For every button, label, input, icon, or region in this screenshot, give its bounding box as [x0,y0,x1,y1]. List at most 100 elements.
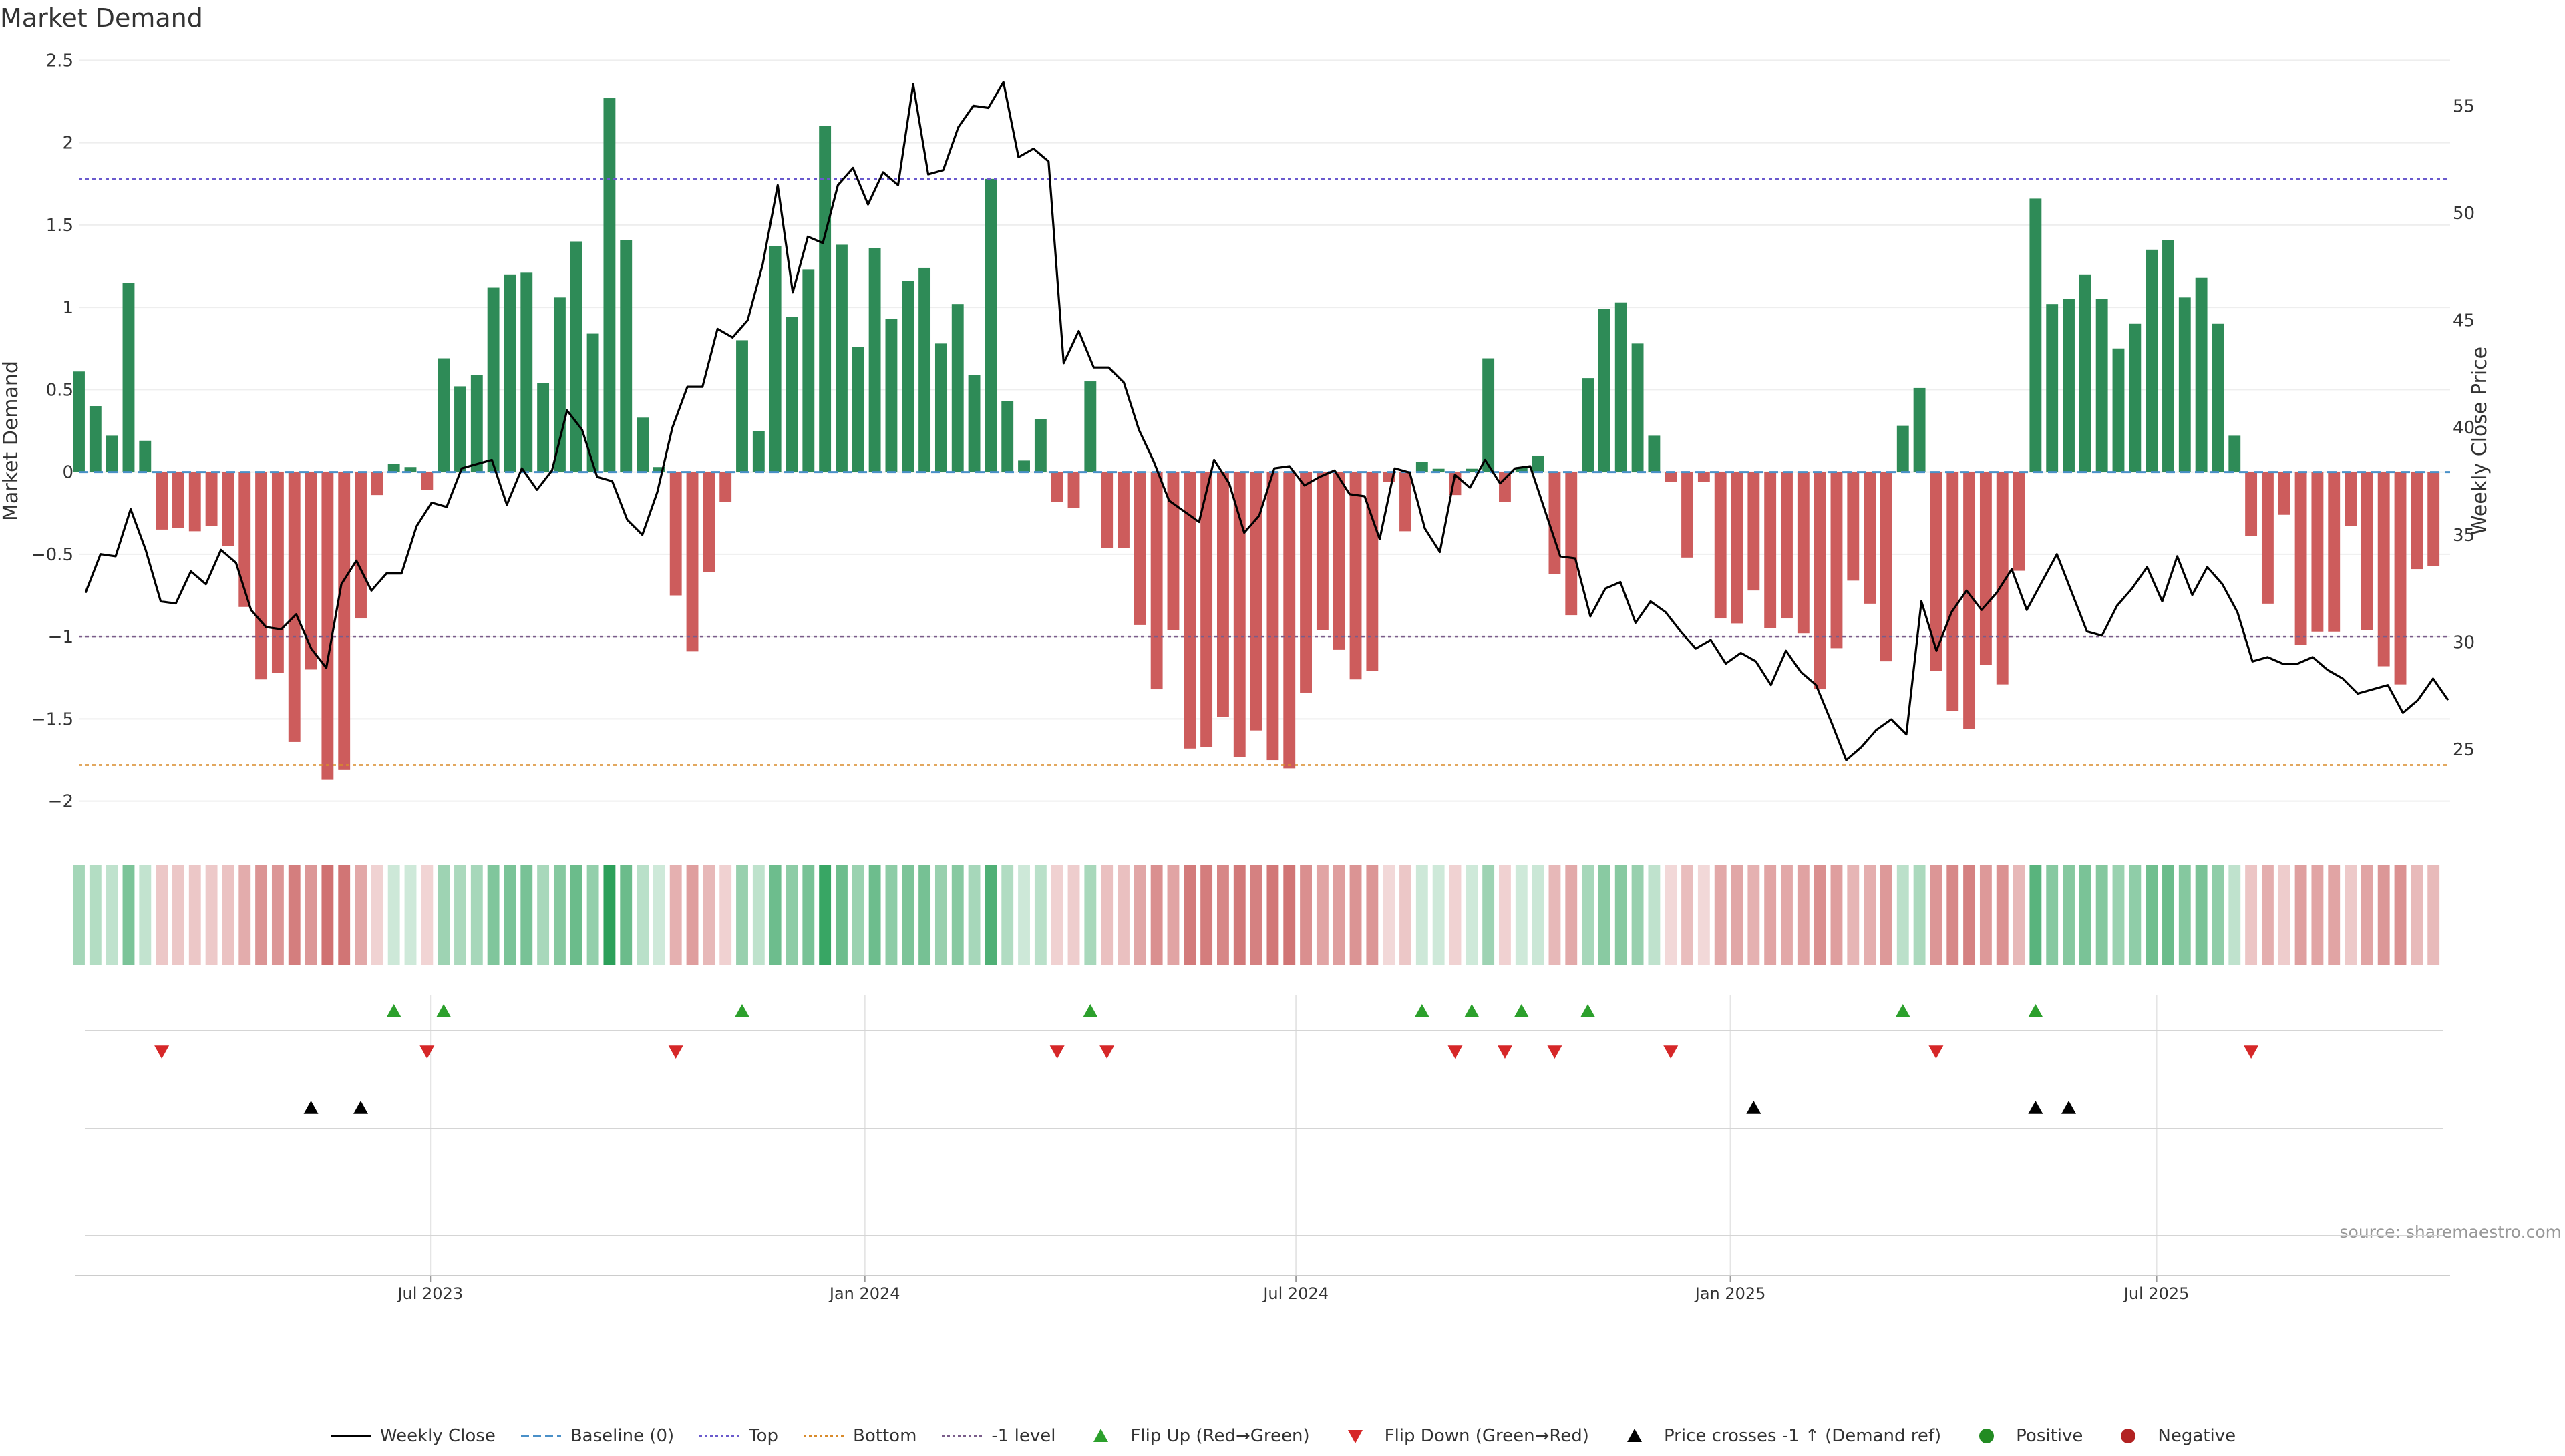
heat-cell-negative [305,865,317,965]
cross-legend-symbol [1627,1429,1642,1442]
heat-cell-positive [73,865,85,965]
bar-positive [1515,467,1528,472]
left-tick-label: 0.5 [46,380,73,400]
right-tick-label: 40 [2453,418,2475,438]
heat-cell-positive [2162,865,2174,965]
price-legend-symbol [330,1435,371,1437]
bar-positive [2079,274,2091,472]
heat-cell-negative [238,865,251,965]
heat-cell-negative [2328,865,2341,965]
bar-positive [73,371,85,472]
bar-positive [1896,425,1909,472]
bar-positive [487,287,500,472]
bar-negative [1681,472,1693,558]
heat-cell-negative [1366,865,1379,965]
heat-cell-negative [1979,865,1992,965]
heat-cell-negative [2278,865,2290,965]
bar-positive [836,244,848,472]
heat-cell-negative [1449,865,1462,965]
flip-down-marker [668,1045,683,1059]
heat-cell-positive [1913,865,1926,965]
heat-cell-negative [205,865,218,965]
bar-negative [1697,472,1710,482]
flip-up-marker [1083,1004,1098,1017]
heat-cell-negative [1399,865,1411,965]
heat-cell-negative [2427,865,2440,965]
left-tick-label: −1.5 [31,709,73,729]
bar-positive [918,267,931,472]
heat-cell-positive [1018,865,1030,965]
y-axis-right-label: Weekly Close Price [2468,347,2492,535]
heat-cell-negative [338,865,351,965]
heat-cell-negative [288,865,301,965]
heat-cell-negative [1830,865,1843,965]
heat-cell-positive [802,865,815,965]
bar-positive [968,375,981,472]
bar-positive [1034,419,1047,472]
heat-cell-positive [2195,865,2208,965]
heat-cell-positive [1432,865,1445,965]
legend-item-flip_down: Flip Down (Green→Red) [1334,1426,1589,1446]
demand-heat-strip [73,865,2440,965]
heat-cell-negative [1499,865,1511,965]
bar-positive [504,274,516,472]
price-cross-marker [2061,1101,2077,1114]
bar-negative [1349,472,1362,680]
flip-up-marker [1895,1004,1910,1017]
bar-negative [719,472,732,502]
heat-cell-positive [1896,865,1909,965]
heat-cell-positive [2029,865,2042,965]
heat-cell-negative [719,865,732,965]
heat-cell-negative [255,865,268,965]
flip-up-marker [436,1004,452,1017]
heat-cell-negative [271,865,284,965]
heat-cell-positive [1631,865,1644,965]
heat-cell-positive [504,865,516,965]
bar-negative [1565,472,1578,616]
heat-cell-negative [1731,865,1743,965]
heat-cell-negative [1930,865,1942,965]
flip-up-marker [1464,1004,1480,1017]
bar-negative [2377,472,2390,667]
x-tick-label: Jul 2024 [1262,1284,1329,1303]
heat-cell-negative [1250,865,1262,965]
bar-positive [470,375,483,472]
bar-negative [1946,472,1959,711]
bar-negative [1979,472,1992,665]
bar-positive [2046,304,2059,472]
bar-negative [355,472,367,619]
heat-cell-positive [769,865,782,965]
price-cross-marker [2028,1101,2043,1114]
x-tick-label: Jan 2025 [1694,1284,1766,1303]
bar-negative [1747,472,1760,591]
axis-ticks: 2.5 2 1.5 1 0.5 0 −0.5 −1 −1.5 −2 55 50 45 40 35 30 25 [31,51,2475,811]
heat-cell-positive [902,865,914,965]
legend-label: Negative [2158,1426,2236,1446]
bar-positive [2029,198,2042,472]
flip-down-marker [154,1045,170,1059]
bar-negative [1101,472,1114,548]
heat-cell-negative [1946,865,1959,965]
bar-positive [653,467,665,472]
bar-negative [222,472,234,546]
flip-up-marker [386,1004,401,1017]
baseline-legend-symbol [520,1435,561,1437]
heat-cell-positive [836,865,848,965]
heat-cell-negative [2377,865,2390,965]
bar-positive [819,126,832,472]
x-axis: Jul 2023 Jan 2024 Jul 2024 Jan 2025 Jul 2025 [75,1275,2450,1303]
bar-negative [2311,472,2324,632]
heat-cell-positive [2063,865,2075,965]
heat-cell-positive [553,865,566,965]
x-tick-label: Jul 2023 [396,1284,463,1303]
heat-cell-negative [321,865,334,965]
bar-negative [156,472,168,530]
heat-cell-positive [2212,865,2224,965]
heat-cell-positive [122,865,135,965]
legend-item-negative: Negative [2107,1426,2236,1446]
bar-negative [1714,472,1727,619]
heat-cell-positive [2129,865,2142,965]
bar-negative [188,472,201,532]
heat-cell-positive [752,865,765,965]
bar-negative [238,472,251,607]
